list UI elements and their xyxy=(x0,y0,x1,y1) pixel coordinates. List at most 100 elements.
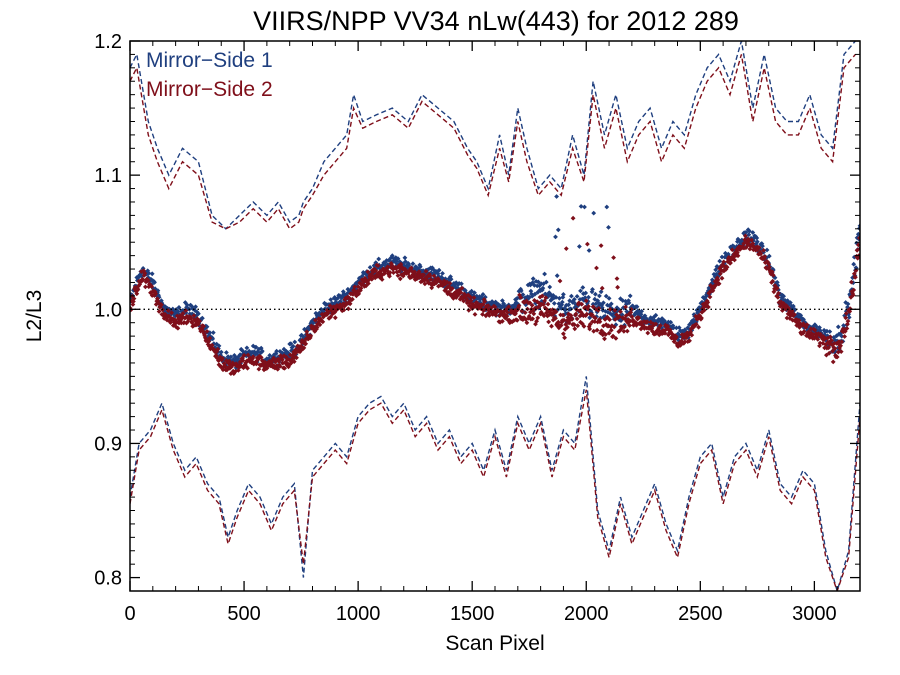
point xyxy=(143,284,148,290)
point xyxy=(361,271,367,276)
point xyxy=(220,356,225,361)
point xyxy=(459,281,464,287)
point xyxy=(149,284,155,290)
point xyxy=(410,261,416,267)
point xyxy=(196,321,201,327)
point xyxy=(173,324,179,330)
point xyxy=(155,298,161,304)
point xyxy=(682,339,688,345)
point xyxy=(206,339,212,344)
point xyxy=(846,315,852,320)
point xyxy=(332,315,338,321)
point xyxy=(604,204,610,210)
point xyxy=(624,328,630,334)
point xyxy=(199,326,205,332)
point xyxy=(826,350,832,356)
point xyxy=(693,321,699,327)
point xyxy=(768,271,774,277)
point xyxy=(140,277,146,283)
point xyxy=(607,317,612,322)
point xyxy=(551,301,557,306)
point xyxy=(518,295,524,300)
point xyxy=(434,269,440,274)
x-tick-label: 1500 xyxy=(450,603,495,625)
point xyxy=(735,253,741,259)
point xyxy=(562,307,568,313)
point xyxy=(770,272,776,278)
point xyxy=(554,194,559,199)
scatter-points xyxy=(130,194,860,376)
point xyxy=(358,285,364,291)
point xyxy=(409,269,415,274)
point xyxy=(500,318,505,324)
point xyxy=(855,242,860,248)
point xyxy=(365,269,371,275)
legend-entry-mirror-side-2: Mirror−Side 2 xyxy=(146,78,273,101)
point xyxy=(156,309,162,314)
point xyxy=(347,301,353,307)
axis-ticks: 0 500 1000 1500 2000 2500 3000 0.8 0.9 1.0 1.1 1.2 xyxy=(94,31,860,625)
point xyxy=(750,230,756,235)
point xyxy=(245,365,250,371)
point xyxy=(459,285,465,291)
point xyxy=(210,330,216,335)
point xyxy=(679,338,684,344)
point xyxy=(131,299,136,304)
point xyxy=(597,319,603,325)
x-tick-label: 0 xyxy=(124,603,135,625)
point xyxy=(701,307,707,313)
point xyxy=(627,323,632,328)
point xyxy=(320,319,326,325)
point xyxy=(591,328,597,334)
point xyxy=(559,299,565,305)
point xyxy=(554,273,560,279)
point xyxy=(566,311,571,317)
point xyxy=(578,204,584,209)
point xyxy=(832,346,838,351)
point xyxy=(569,293,574,299)
point xyxy=(854,247,860,253)
point xyxy=(581,298,587,303)
point xyxy=(402,255,408,261)
point xyxy=(346,306,351,312)
point xyxy=(236,368,241,373)
point xyxy=(389,253,395,259)
point xyxy=(594,314,599,319)
point xyxy=(753,234,758,239)
point xyxy=(282,365,287,371)
point xyxy=(776,290,781,296)
point xyxy=(288,341,294,346)
point xyxy=(578,288,583,294)
point xyxy=(774,280,780,285)
point xyxy=(855,231,860,237)
point xyxy=(638,326,644,332)
point xyxy=(568,306,574,312)
point xyxy=(616,307,622,312)
point xyxy=(781,293,786,299)
point xyxy=(594,327,600,333)
point xyxy=(801,317,806,322)
point xyxy=(250,343,256,349)
point xyxy=(529,291,534,297)
point xyxy=(385,264,391,270)
point xyxy=(789,308,795,314)
point xyxy=(303,341,309,347)
point xyxy=(596,306,602,311)
point xyxy=(557,278,563,284)
point xyxy=(553,309,559,315)
point xyxy=(583,298,589,304)
point xyxy=(746,238,752,243)
point xyxy=(628,306,634,312)
point xyxy=(836,339,842,344)
point xyxy=(159,302,164,308)
point xyxy=(163,304,168,310)
point xyxy=(241,352,247,358)
point xyxy=(817,340,823,346)
point xyxy=(583,290,589,296)
y-tick-label: 1.0 xyxy=(94,299,122,321)
point xyxy=(582,204,587,210)
point xyxy=(520,292,526,297)
point xyxy=(851,287,857,293)
point xyxy=(344,291,350,296)
point xyxy=(334,307,339,313)
